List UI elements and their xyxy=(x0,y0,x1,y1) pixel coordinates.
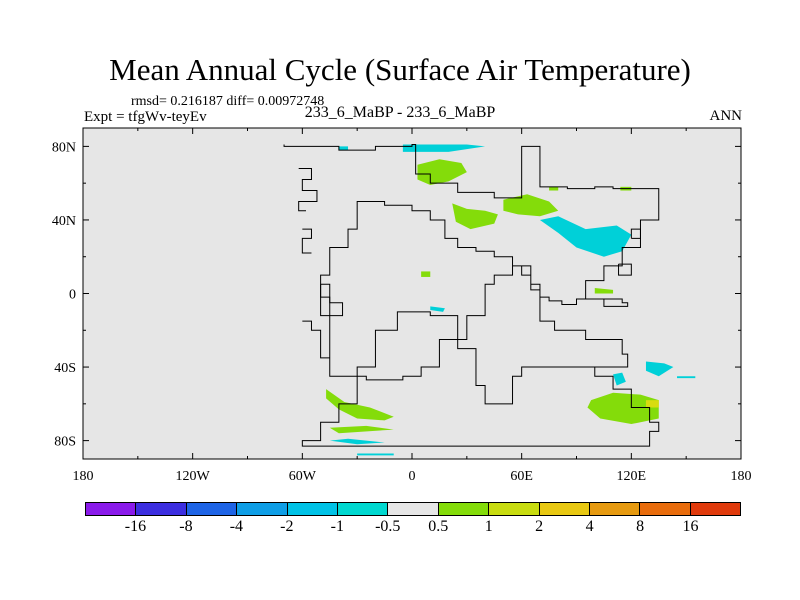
anomaly-region xyxy=(645,400,659,408)
continent-outlines xyxy=(283,144,660,447)
continent-outline xyxy=(283,144,660,447)
anomaly-region xyxy=(452,203,498,230)
y-tick-label: 80S xyxy=(54,435,76,450)
colorbar-swatch xyxy=(337,503,389,515)
colorbar-swatch xyxy=(489,503,540,515)
y-tick-label: 40S xyxy=(54,361,76,376)
y-tick-label: 0 xyxy=(69,288,76,303)
colorbar-label: 8 xyxy=(636,518,645,535)
colorbar-swatch xyxy=(690,503,741,515)
anomaly-region xyxy=(329,438,385,445)
anomaly-region xyxy=(421,271,431,277)
colorbar-swatch xyxy=(186,503,238,515)
colorbar-label: 1 xyxy=(484,518,493,535)
season-label: ANN xyxy=(709,108,743,124)
x-tick-label: 120W xyxy=(176,469,211,484)
anomaly-region xyxy=(338,146,349,151)
coastline-segment xyxy=(298,167,318,212)
colorbar-label: -1 xyxy=(330,518,344,535)
anomaly-region xyxy=(539,216,632,257)
colorbar-label: 0.5 xyxy=(428,518,449,535)
colorbar-swatch xyxy=(287,503,338,515)
anomaly-region xyxy=(549,186,559,191)
colorbar-swatch xyxy=(438,503,490,515)
colorbar xyxy=(85,502,741,516)
anomaly-region xyxy=(613,372,626,386)
colorbar-swatch xyxy=(539,503,590,515)
colorbar-swatch xyxy=(388,503,439,515)
anomaly-region xyxy=(503,194,559,217)
anomaly-region xyxy=(357,453,394,456)
anomaly-region xyxy=(430,306,445,312)
coastline-segment xyxy=(301,228,312,254)
comparison-label: 233_6_MaBP - 233_6_MaBP xyxy=(304,104,496,121)
y-tick-label: 40N xyxy=(52,214,76,229)
colorbar-label: -8 xyxy=(179,518,193,535)
anomaly-region xyxy=(402,144,486,152)
anomaly-region xyxy=(587,392,659,425)
x-tick-label: 180 xyxy=(731,469,752,484)
y-tick-label: 80N xyxy=(52,140,76,155)
colorbar-swatch xyxy=(589,503,641,515)
anomaly-region xyxy=(326,389,394,421)
colorbar-swatch xyxy=(237,503,288,515)
x-tick-label: 0 xyxy=(409,469,416,484)
colorbar-label: -0.5 xyxy=(375,518,401,535)
x-tick-label: 60W xyxy=(289,469,317,484)
coastline-segment xyxy=(618,263,632,276)
coastline-segment xyxy=(630,228,641,239)
chart-title: Mean Annual Cycle (Surface Air Temperatu… xyxy=(109,52,691,87)
colorbar-label: 2 xyxy=(535,518,544,535)
stats-line: rmsd= 0.216187 diff= 0.00972748 xyxy=(131,94,325,109)
x-tick-label: 120E xyxy=(617,469,647,484)
x-tick-label: 180 xyxy=(73,469,94,484)
anomaly-region xyxy=(594,287,614,294)
axes: 180 120W 60W 0 60E 120E 180 80N 40N 0 40S 80S xyxy=(52,128,752,484)
colorbar-label: -4 xyxy=(229,518,244,535)
anomaly-region xyxy=(677,376,696,379)
coastline-segment xyxy=(320,283,344,317)
colorbar-label: -2 xyxy=(280,518,294,535)
anomaly-region xyxy=(329,425,394,434)
colorbar-label: 4 xyxy=(585,518,594,535)
coastline-segment xyxy=(302,320,330,359)
colorbar-swatch xyxy=(136,503,187,515)
colorbar-label: 16 xyxy=(682,518,699,535)
anomaly-region xyxy=(645,361,674,377)
colorbar-swatch xyxy=(640,503,691,515)
colorbar-label: -16 xyxy=(124,518,147,535)
experiment-label: Expt = tfgWv-teyEv xyxy=(84,109,207,125)
colorbar-swatch xyxy=(86,503,137,515)
x-tick-label: 60E xyxy=(510,469,533,484)
colorbar-labels: -16 -8 -4 -2 -1 -0.5 0.5 1 2 4 8 16 xyxy=(85,518,741,540)
